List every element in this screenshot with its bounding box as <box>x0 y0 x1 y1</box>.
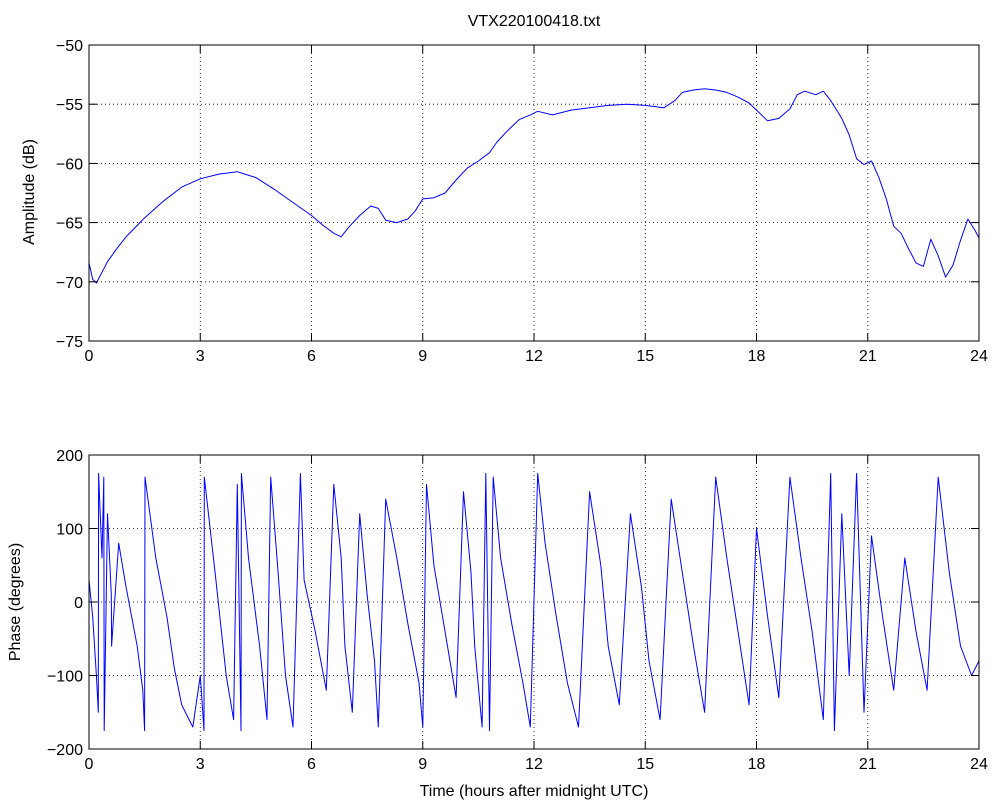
amplitude-x-tick-label: 24 <box>970 348 988 365</box>
amplitude-y-tick-label: −70 <box>56 275 83 292</box>
amplitude-y-axis-label: Amplitude (dB) <box>21 139 38 245</box>
amplitude-y-tick-label: −55 <box>56 97 83 114</box>
phase-x-tick-label: 9 <box>418 756 427 773</box>
amplitude-axes: VTX220100418.txt Amplitude (dB) 0 3 6 9 12 15… <box>21 13 988 365</box>
amplitude-x-tick-label: 21 <box>859 348 877 365</box>
phase-y-tick-label: 200 <box>56 448 83 465</box>
phase-x-axis-label: Time (hours after midnight UTC) <box>420 783 649 800</box>
amplitude-x-tick-label: 3 <box>196 348 205 365</box>
phase-x-tick-label: 21 <box>859 756 877 773</box>
amplitude-x-tick-label: 12 <box>525 348 543 365</box>
phase-y-tick-label: 0 <box>74 595 83 612</box>
amplitude-grid <box>89 45 979 341</box>
phase-ticks: 0 3 6 9 12 15 18 21 24 −200 −100 0 100 200 <box>47 448 988 773</box>
amplitude-x-tick-label: 0 <box>85 348 94 365</box>
phase-series-group <box>88 472 980 732</box>
phase-y-tick-label: −100 <box>47 669 83 686</box>
amplitude-y-tick-label: −60 <box>56 156 83 173</box>
amplitude-series-line <box>88 88 980 284</box>
phase-x-tick-label: 12 <box>525 756 543 773</box>
amplitude-y-tick-label: −75 <box>56 334 83 351</box>
phase-x-tick-label: 24 <box>970 756 988 773</box>
amplitude-x-tick-label: 15 <box>636 348 654 365</box>
phase-x-tick-label: 18 <box>748 756 766 773</box>
amplitude-chart-title: VTX220100418.txt <box>468 13 601 30</box>
amplitude-series-group <box>88 88 980 284</box>
phase-x-tick-label: 15 <box>636 756 654 773</box>
phase-series-line <box>88 472 980 732</box>
amplitude-y-tick-label: −50 <box>56 38 83 55</box>
phase-x-tick-label: 6 <box>307 756 316 773</box>
phase-y-axis-label: Phase (degrees) <box>7 543 24 661</box>
amplitude-x-tick-label: 18 <box>748 348 766 365</box>
amplitude-ticks: 0 3 6 9 12 15 18 21 24 −75 −70 −65 −60 −55 −50 <box>56 38 988 365</box>
phase-axes: Phase (degrees) Time (hours after midnig… <box>7 448 988 800</box>
amplitude-x-tick-label: 6 <box>307 348 316 365</box>
phase-x-tick-label: 3 <box>196 756 205 773</box>
amplitude-y-tick-label: −65 <box>56 216 83 233</box>
phase-x-tick-label: 0 <box>85 756 94 773</box>
amplitude-x-tick-label: 9 <box>418 348 427 365</box>
phase-y-tick-label: 100 <box>56 522 83 539</box>
phase-y-tick-label: −200 <box>47 742 83 759</box>
